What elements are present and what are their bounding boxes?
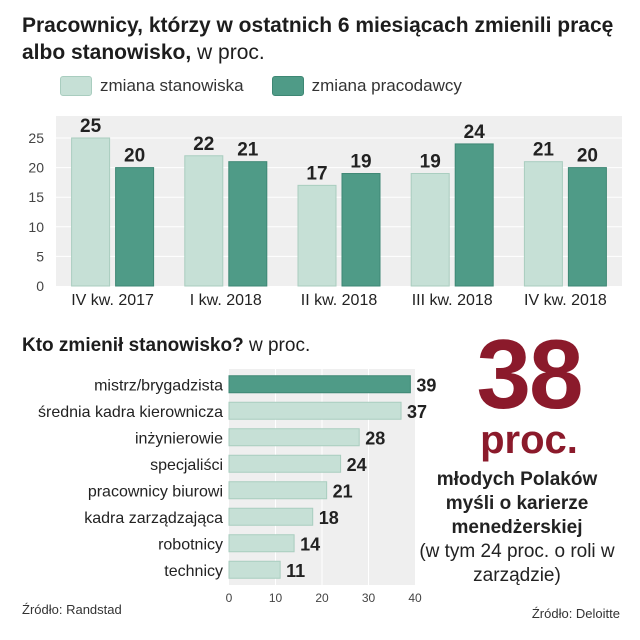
bar-employer [567, 167, 607, 287]
chart-title: Pracownicy, którzy w ostatnich 6 miesiąc… [22, 12, 622, 66]
highlight-stat: 38 proc. [444, 319, 614, 462]
category-label: inżynierowie [135, 430, 223, 447]
y-tick-label: 5 [36, 248, 44, 264]
category-label: specjaliści [150, 457, 223, 474]
x-tick-label: III kw. 2018 [412, 292, 493, 309]
y-tick-label: 0 [36, 278, 44, 294]
x-tick-label: IV kw. 2018 [524, 292, 607, 309]
y-tick-label: 20 [28, 160, 44, 176]
data-label: 19 [350, 152, 371, 173]
x-tick-label: 30 [362, 591, 376, 605]
section2-title-unit: w proc. [248, 335, 311, 356]
highlight-note: młodych Polaków myśli o karierze menedże… [412, 468, 622, 588]
data-label: 37 [407, 402, 427, 422]
x-tick-label: 10 [269, 591, 283, 605]
category-label: robotnicy [158, 536, 223, 553]
source-right: Źródło: Deloitte [531, 606, 620, 621]
x-tick-label: 0 [226, 591, 233, 605]
data-label: 11 [286, 561, 305, 581]
source-left: Źródło: Randstad [22, 602, 122, 617]
bar-position [71, 137, 111, 287]
legend: zmiana stanowiska zmiana pracodawcy [60, 76, 490, 96]
data-label: 20 [124, 146, 145, 167]
bar [228, 560, 281, 579]
highlight-unit: proc. [480, 418, 578, 462]
category-label: technicy [164, 563, 223, 580]
section2-title-main: Kto zmienił stanowisko? [22, 335, 244, 356]
highlight-number: 38 [476, 319, 583, 429]
bar [228, 401, 402, 420]
legend-swatch-employer [271, 76, 304, 96]
highlight-note-normal: (w tym 24 proc. o roli w zarządzie) [419, 541, 615, 586]
bar [228, 428, 360, 447]
bar-employer [454, 143, 494, 287]
legend-item-position: zmiana stanowiska [60, 76, 244, 96]
section2-title: Kto zmienił stanowisko? w proc. [22, 335, 310, 357]
bar-position [410, 173, 450, 287]
data-label: 25 [80, 116, 102, 137]
x-tick-label: I kw. 2018 [190, 292, 262, 309]
legend-label-employer: zmiana pracodawcy [311, 76, 462, 95]
bar-employer [341, 173, 381, 287]
data-label: 19 [420, 152, 441, 173]
data-label: 24 [464, 122, 486, 143]
legend-label-position: zmiana stanowiska [100, 76, 244, 95]
y-tick-label: 25 [28, 130, 44, 146]
data-label: 22 [193, 134, 214, 155]
x-tick-label: II kw. 2018 [301, 292, 378, 309]
bar-employer [228, 161, 268, 287]
data-label: 39 [416, 375, 436, 395]
legend-item-employer: zmiana pracodawcy [271, 76, 462, 96]
data-label: 20 [577, 146, 598, 167]
x-tick-label: 40 [408, 591, 422, 605]
data-label: 21 [237, 140, 259, 161]
data-label: 21 [333, 481, 353, 501]
data-label: 18 [319, 508, 339, 528]
y-tick-label: 10 [28, 219, 44, 235]
highlight-note-bold: młodych Polaków myśli o karierze menedże… [436, 469, 598, 538]
bar [228, 507, 314, 526]
category-label: średnia kadra kierownicza [38, 404, 223, 421]
data-label: 28 [365, 428, 385, 448]
y-tick-label: 15 [28, 189, 44, 205]
bar-position [184, 155, 224, 287]
bar [228, 534, 295, 553]
data-label: 17 [306, 163, 327, 184]
bar [228, 454, 342, 473]
title-unit: w proc. [197, 41, 265, 64]
data-label: 24 [347, 455, 367, 475]
x-tick-label: IV kw. 2017 [71, 292, 154, 309]
bar-position [523, 161, 563, 287]
bar-position [297, 184, 337, 287]
title-main: Pracownicy, którzy w ostatnich 6 miesiąc… [22, 14, 614, 64]
category-label: pracownicy biurowi [88, 483, 223, 500]
category-label: kadra zarządzająca [84, 510, 223, 527]
bar-employer [115, 167, 155, 287]
bar [228, 375, 411, 394]
data-label: 21 [533, 140, 555, 161]
data-label: 14 [300, 534, 320, 554]
quarterly-bar-chart: 0 5 10 15 20 25 25 20 IV kw. 2017 22 21 I kw. 2018 1… [28, 116, 622, 309]
category-label: mistrz/brygadzista [94, 377, 223, 394]
legend-swatch-position [60, 76, 92, 96]
bar [228, 481, 328, 500]
x-tick-label: 20 [315, 591, 329, 605]
